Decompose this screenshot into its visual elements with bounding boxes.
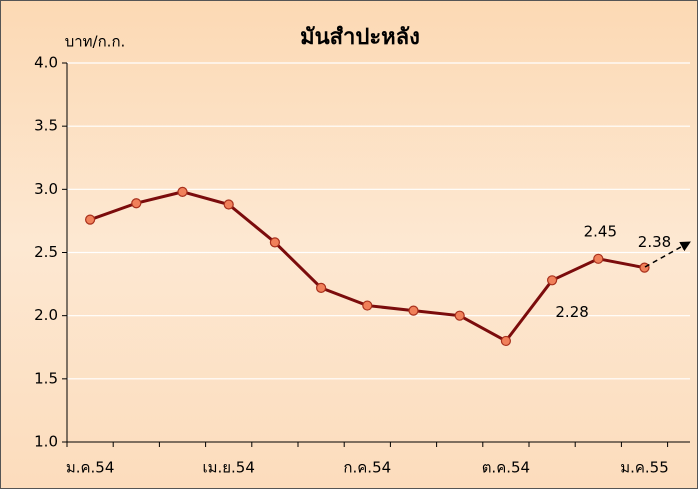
- data-label: 2.38: [638, 233, 671, 251]
- data-point: [546, 275, 558, 286]
- data-point: [269, 237, 280, 248]
- data-point: [500, 335, 511, 347]
- plot: 1.0 1.5 2.0 2.5 3.0 3.5 4.0 ม.ค.54 เม.ย.54 ก.ค.54…: [34, 54, 690, 477]
- data-point: [408, 305, 419, 316]
- data-point: [316, 282, 327, 293]
- x-tick-label: ม.ค.55: [620, 459, 669, 477]
- data-point: [639, 262, 650, 273]
- y-axis-label: บาท/ก.ก.: [65, 33, 126, 51]
- data-point: [593, 253, 604, 264]
- data-point: [84, 214, 96, 225]
- y-tick-label: 2.0: [34, 306, 58, 324]
- y-tick-label: 4.0: [34, 54, 58, 72]
- x-tick-label: ก.ค.54: [343, 459, 391, 477]
- x-tick-label: เม.ย.54: [202, 459, 254, 477]
- data-point: [177, 186, 188, 197]
- y-tick-label: 1.0: [34, 433, 58, 451]
- data-label: 2.45: [584, 222, 617, 240]
- data-point: [131, 198, 142, 209]
- x-tick-label: ม.ค.54: [66, 459, 115, 477]
- chart-title: มันสำปะหลัง: [300, 25, 420, 50]
- x-tick-label: ต.ค.54: [482, 459, 530, 477]
- data-point: [454, 310, 465, 321]
- data-point: [223, 199, 234, 210]
- data-label: 2.28: [555, 303, 588, 321]
- data-point: [362, 300, 373, 311]
- y-tick-label: 3.5: [34, 117, 58, 135]
- y-tick-label: 2.5: [34, 243, 58, 261]
- y-tick-label: 1.5: [34, 369, 58, 387]
- y-tick-label: 3.0: [34, 180, 58, 198]
